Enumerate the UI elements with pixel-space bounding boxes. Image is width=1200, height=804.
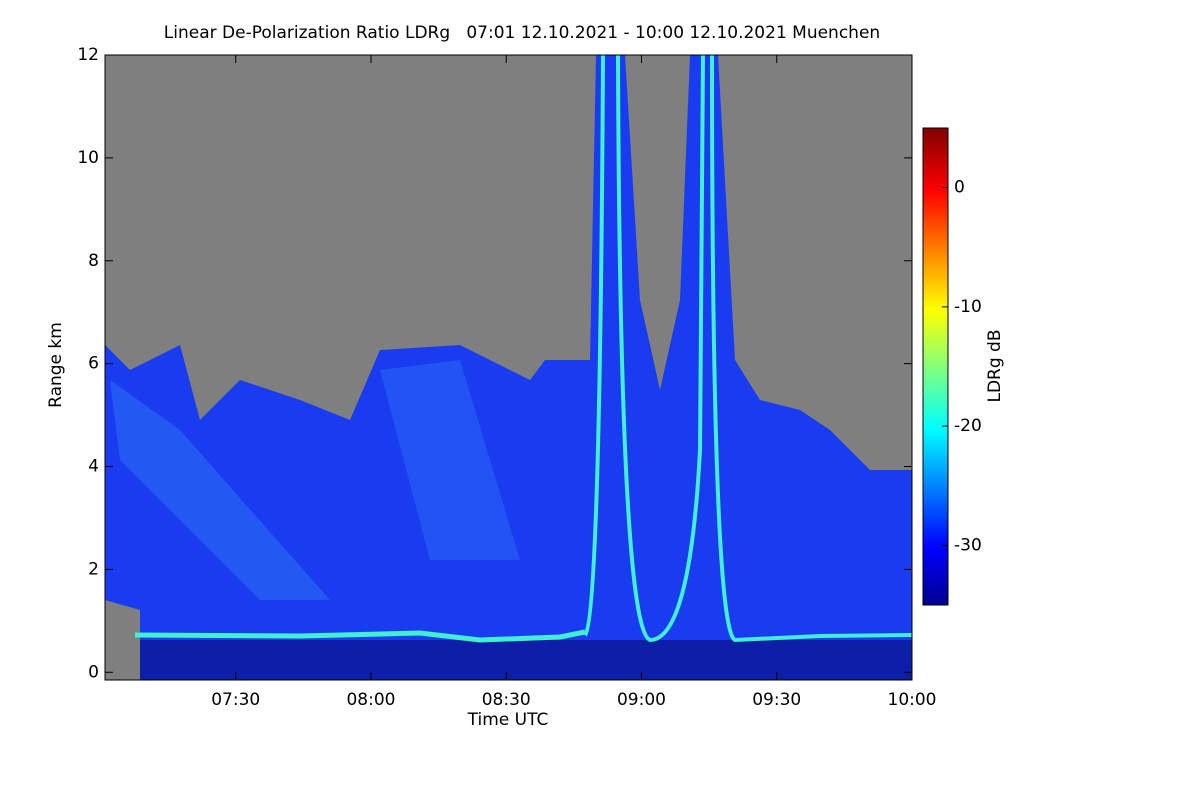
colorbar-tick-label: -30 — [954, 535, 982, 555]
ldr-field — [105, 55, 912, 680]
plot-frame — [104, 54, 913, 681]
x-tick-label: 07:30 — [211, 690, 260, 710]
y-tick-label: 12 — [77, 45, 99, 65]
x-tick-label: 08:00 — [346, 690, 395, 710]
colorbar — [922, 127, 949, 606]
x-tick-label: 09:30 — [752, 690, 801, 710]
y-axis-label: Range km — [46, 322, 66, 408]
chart-title: Linear De-Polarization Ratio LDRg 07:01 … — [164, 23, 880, 43]
y-tick-label: 2 — [88, 559, 99, 579]
y-tick-label: 4 — [88, 457, 99, 477]
x-tick-label: 08:30 — [482, 690, 531, 710]
colorbar-tick-label: 0 — [954, 178, 965, 198]
x-tick-label: 10:00 — [888, 690, 937, 710]
y-tick-label: 8 — [88, 251, 99, 271]
y-tick-label: 6 — [88, 354, 99, 374]
y-tick-label: 0 — [88, 662, 99, 682]
y-tick-label: 10 — [77, 148, 99, 168]
colorbar-tick-label: -20 — [954, 416, 982, 436]
colorbar-label: LDRg dB — [985, 329, 1005, 402]
colorbar-tick-label: -10 — [954, 297, 982, 317]
x-tick-label: 09:00 — [617, 690, 666, 710]
x-axis-label: Time UTC — [467, 710, 549, 730]
